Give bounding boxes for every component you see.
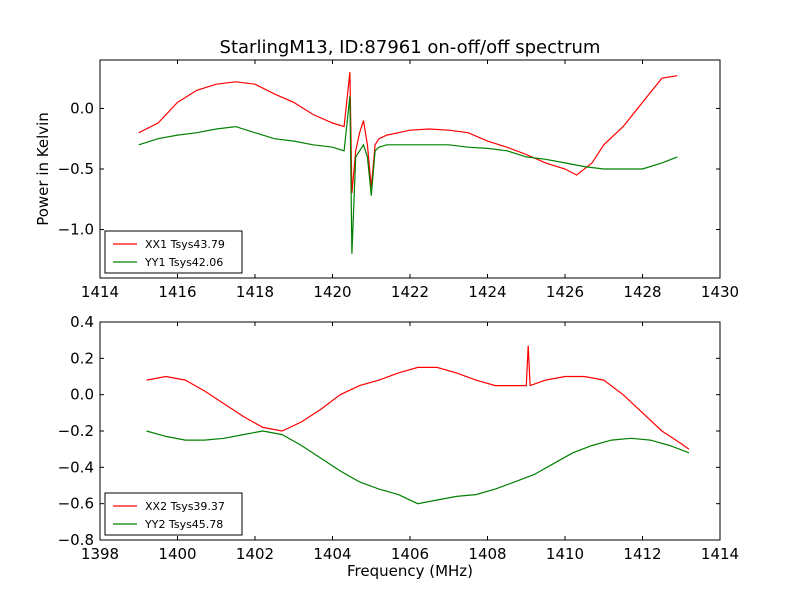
bottom-panel-legend-label-1: XX2 Tsys39.37 xyxy=(145,500,225,513)
bottom-panel-y-tick-label: −0.2 xyxy=(58,422,94,440)
top-panel-x-tick-label: 1420 xyxy=(313,283,351,301)
bottom-panel-x-tick-label: 1402 xyxy=(236,545,274,563)
bottom-panel-plot-area xyxy=(146,345,690,505)
top-panel-y-tick-label: −1.0 xyxy=(58,221,94,239)
top-panel-x-tick-label: 1414 xyxy=(81,283,119,301)
bottom-panel-ticks: 1398 1400 1402 1404 1406 1408 1410 1412 1414 −0.8… xyxy=(58,313,740,563)
bottom-panel-legend: XX2 Tsys39.37 YY2 Tsys45.78 xyxy=(104,492,243,536)
bottom-panel-series-2-line xyxy=(146,430,690,505)
top-panel-y-axis-label: Power in Kelvin xyxy=(34,112,52,226)
top-panel-x-tick-label: 1428 xyxy=(623,283,661,301)
bottom-panel-y-tick-label: 0.2 xyxy=(70,349,94,367)
bottom-panel-x-tick-label: 1414 xyxy=(701,545,739,563)
top-panel-y-tick-label: 0.0 xyxy=(70,99,94,117)
bottom-panel-x-tick-label: 1406 xyxy=(391,545,429,563)
top-panel-legend-label-2: YY1 Tsys42.06 xyxy=(144,256,223,269)
bottom-panel-y-tick-label: 0.4 xyxy=(70,313,94,331)
bottom-panel-y-tick-label: −0.6 xyxy=(58,495,94,513)
top-panel-series-2-line xyxy=(138,96,678,254)
top-panel-legend-box xyxy=(104,230,243,274)
bottom-panel-x-tick-label: 1404 xyxy=(313,545,351,563)
bottom-panel-x-tick-label: 1408 xyxy=(468,545,506,563)
bottom-panel-y-tick-label: −0.8 xyxy=(58,531,94,549)
bottom-panel-series-1-line xyxy=(146,345,690,450)
bottom-panel-x-tick-label: 1412 xyxy=(623,545,661,563)
top-panel-x-tick-label: 1422 xyxy=(391,283,429,301)
bottom-panel: 1398 1400 1402 1404 1406 1408 1410 1412 1414 −0.8… xyxy=(58,313,740,580)
top-panel-legend: XX1 Tsys43.79 YY1 Tsys42.06 xyxy=(104,230,243,274)
bottom-panel-legend-label-2: YY2 Tsys45.78 xyxy=(144,518,223,531)
top-panel-ticks: 1414 1416 1418 1420 1422 1424 1426 1428 1430 −1.0… xyxy=(58,60,739,301)
bottom-panel-legend-box xyxy=(104,492,243,536)
bottom-panel-y-tick-label: 0.0 xyxy=(70,386,94,404)
chart-title: StarlingM13, ID:87961 on-off/off spectru… xyxy=(220,37,601,58)
bottom-panel-x-axis-label: Frequency (MHz) xyxy=(347,562,473,580)
top-panel-series-1-line xyxy=(138,72,678,194)
bottom-panel-x-tick-label: 1400 xyxy=(158,545,196,563)
bottom-panel-y-tick-label: −0.4 xyxy=(58,458,94,476)
bottom-panel-x-tick-label: 1398 xyxy=(81,545,119,563)
top-panel-x-tick-label: 1430 xyxy=(701,283,739,301)
top-panel-plot-area xyxy=(138,72,678,254)
top-panel-x-tick-label: 1418 xyxy=(236,283,274,301)
bottom-panel-x-tick-label: 1410 xyxy=(546,545,584,563)
top-panel-x-tick-label: 1424 xyxy=(468,283,506,301)
top-panel-legend-label-1: XX1 Tsys43.79 xyxy=(145,238,225,251)
top-panel-x-tick-label: 1416 xyxy=(158,283,196,301)
top-panel-y-tick-label: −0.5 xyxy=(58,160,94,178)
top-panel: 1414 1416 1418 1420 1422 1424 1426 1428 1430 −1.0… xyxy=(34,59,739,301)
top-panel-x-tick-label: 1426 xyxy=(546,283,584,301)
